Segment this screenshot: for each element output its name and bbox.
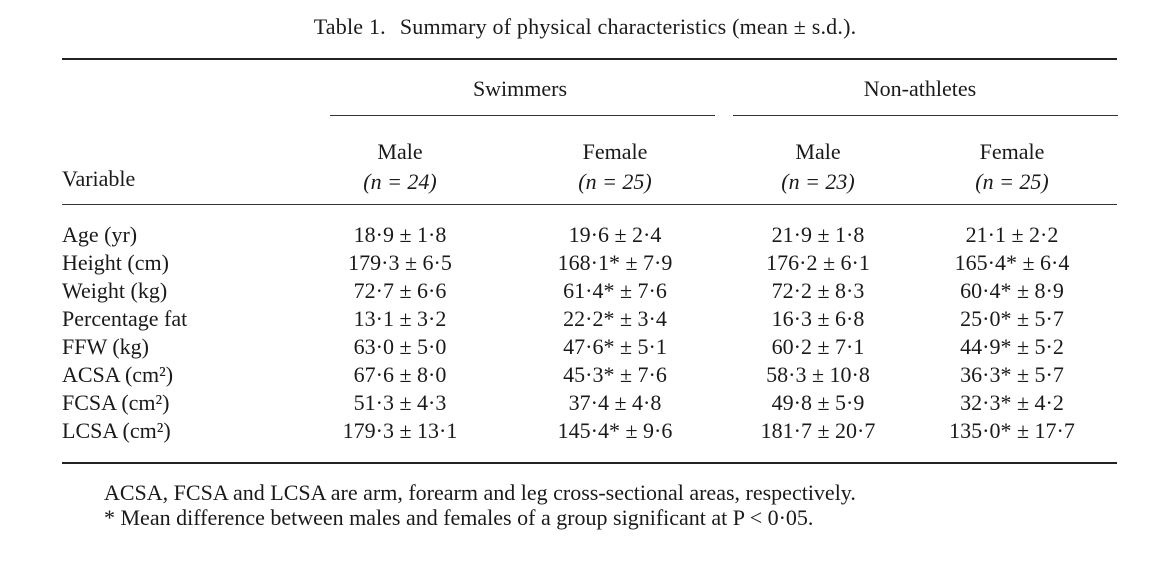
cell: 49·8 ± 5·9 xyxy=(771,390,865,415)
cell: 181·7 ± 20·7 xyxy=(760,418,876,443)
row-label: ACSA (cm²) xyxy=(62,362,174,387)
header-rule xyxy=(62,204,1117,205)
table-title: Summary of physical characteristics (mea… xyxy=(399,14,857,39)
cell: 22·2* ± 3·4 xyxy=(563,306,667,331)
column-header-nonathletes-male: Male (n = 23) xyxy=(718,137,918,197)
column-header-swimmers-female: Female (n = 25) xyxy=(515,137,715,197)
cell: 47·6* ± 5·1 xyxy=(563,334,667,359)
table-row: Percentage fat 13·1 ± 3·2 22·2* ± 3·4 16… xyxy=(0,306,1170,331)
cell: 179·3 ± 6·5 xyxy=(348,250,452,275)
table-row: Height (cm) 179·3 ± 6·5 168·1* ± 7·9 176… xyxy=(0,250,1170,275)
cell: 72·2 ± 8·3 xyxy=(771,278,865,303)
column-sex: Female xyxy=(582,139,648,164)
cell: 135·0* ± 17·7 xyxy=(949,418,1075,443)
cell: 168·1* ± 7·9 xyxy=(557,250,673,275)
cell: 51·3 ± 4·3 xyxy=(353,390,447,415)
cell: 60·2 ± 7·1 xyxy=(771,334,865,359)
cell: 36·3* ± 5·7 xyxy=(960,362,1064,387)
table-row: Weight (kg) 72·7 ± 6·6 61·4* ± 7·6 72·2 … xyxy=(0,278,1170,303)
column-sex: Male xyxy=(377,139,423,164)
row-label: FCSA (cm²) xyxy=(62,390,170,415)
column-n: (n = 25) xyxy=(975,169,1049,194)
group-header-swimmers: Swimmers xyxy=(472,76,568,101)
table-caption: Table 1. Summary of physical characterist… xyxy=(0,14,1170,40)
column-sex: Male xyxy=(795,139,841,164)
row-label: FFW (kg) xyxy=(62,334,149,359)
cell: 60·4* ± 8·9 xyxy=(960,278,1064,303)
column-n: (n = 25) xyxy=(578,169,652,194)
cell: 67·6 ± 8·0 xyxy=(353,362,447,387)
column-n: (n = 24) xyxy=(363,169,437,194)
cell: 44·9* ± 5·2 xyxy=(960,334,1064,359)
row-label: Height (cm) xyxy=(62,250,169,275)
cell: 58·3 ± 10·8 xyxy=(766,362,870,387)
table-notes: ACSA, FCSA and LCSA are arm, forearm and… xyxy=(104,480,856,530)
cell: 165·4* ± 6·4 xyxy=(954,250,1070,275)
cell: 16·3 ± 6·8 xyxy=(771,306,865,331)
variable-header: Variable xyxy=(62,166,136,191)
row-label: Age (yr) xyxy=(62,222,138,247)
column-n: (n = 23) xyxy=(781,169,855,194)
cell: 13·1 ± 3·2 xyxy=(353,306,447,331)
cell: 176·2 ± 6·1 xyxy=(766,250,870,275)
column-sex: Female xyxy=(979,139,1045,164)
note-abbreviations: ACSA, FCSA and LCSA are arm, forearm and… xyxy=(104,480,856,505)
cell: 21·1 ± 2·2 xyxy=(965,222,1059,247)
cell: 45·3* ± 7·6 xyxy=(563,362,667,387)
cell: 145·4* ± 9·6 xyxy=(557,418,673,443)
table-number: Table 1. xyxy=(313,14,386,39)
group-rule-swimmers xyxy=(330,115,715,116)
group-rule-non-athletes xyxy=(733,115,1118,116)
note-significance: * Mean difference between males and fema… xyxy=(104,505,814,530)
table-row: FCSA (cm²) 51·3 ± 4·3 37·4 ± 4·8 49·8 ± … xyxy=(0,390,1170,415)
cell: 18·9 ± 1·8 xyxy=(353,222,447,247)
row-label: LCSA (cm²) xyxy=(62,418,171,443)
cell: 32·3* ± 4·2 xyxy=(960,390,1064,415)
table-row: Age (yr) 18·9 ± 1·8 19·6 ± 2·4 21·9 ± 1·… xyxy=(0,222,1170,247)
group-header-non-athletes: Non-athletes xyxy=(863,76,977,101)
table-row: ACSA (cm²) 67·6 ± 8·0 45·3* ± 7·6 58·3 ±… xyxy=(0,362,1170,387)
cell: 72·7 ± 6·6 xyxy=(353,278,447,303)
cell: 25·0* ± 5·7 xyxy=(960,306,1064,331)
table-row: FFW (kg) 63·0 ± 5·0 47·6* ± 5·1 60·2 ± 7… xyxy=(0,334,1170,359)
cell: 179·3 ± 13·1 xyxy=(342,418,458,443)
cell: 19·6 ± 2·4 xyxy=(568,222,662,247)
cell: 37·4 ± 4·8 xyxy=(568,390,662,415)
column-header-nonathletes-female: Female (n = 25) xyxy=(912,137,1112,197)
column-header-swimmers-male: Male (n = 24) xyxy=(300,137,500,197)
row-label: Percentage fat xyxy=(62,306,188,331)
table-row: LCSA (cm²) 179·3 ± 13·1 145·4* ± 9·6 181… xyxy=(0,418,1170,443)
top-rule xyxy=(62,58,1117,60)
cell: 63·0 ± 5·0 xyxy=(353,334,447,359)
bottom-rule xyxy=(62,462,1117,464)
cell: 21·9 ± 1·8 xyxy=(771,222,865,247)
row-label: Weight (kg) xyxy=(62,278,168,303)
cell: 61·4* ± 7·6 xyxy=(563,278,667,303)
